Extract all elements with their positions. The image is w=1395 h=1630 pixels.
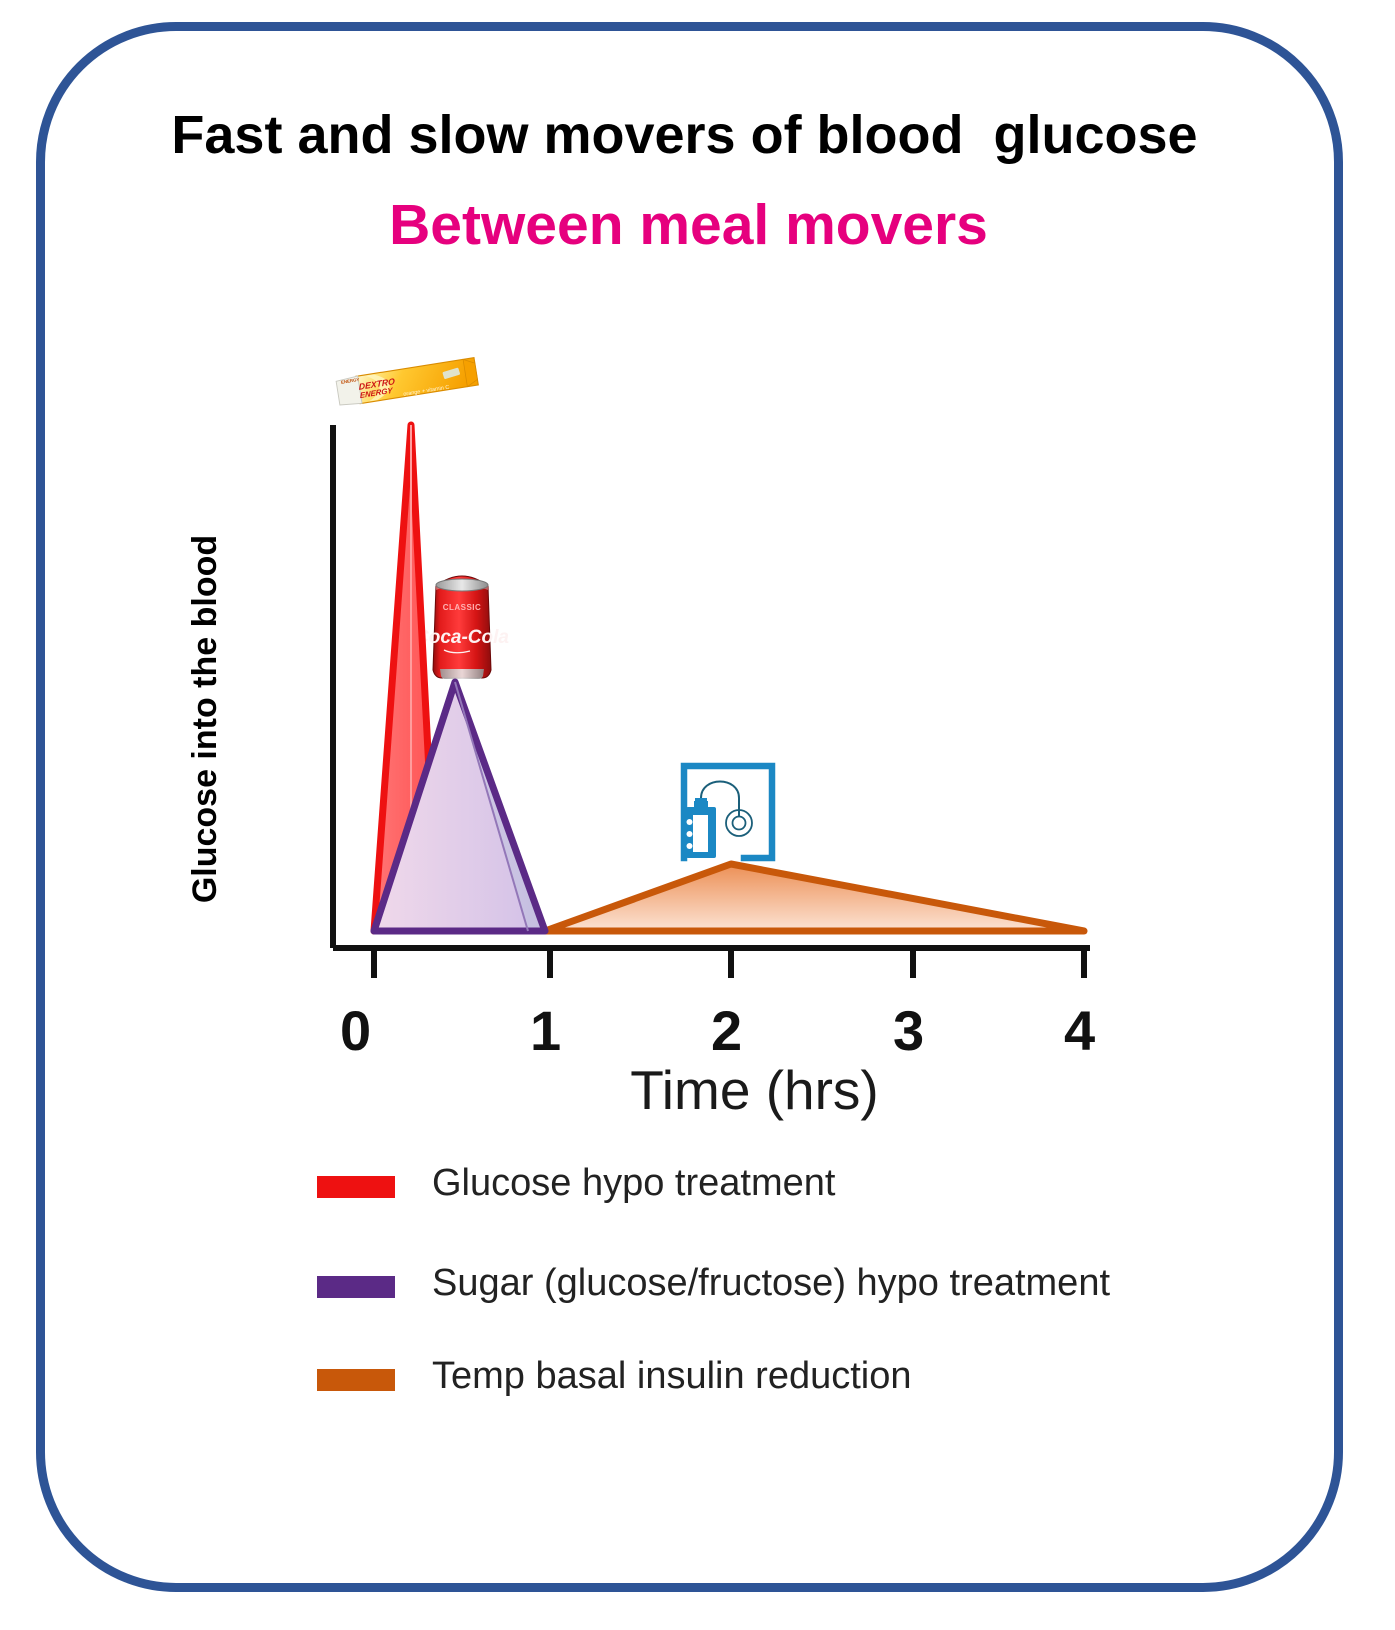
svg-text:2: 2	[711, 999, 742, 1062]
svg-text:0: 0	[340, 999, 371, 1062]
svg-text:CLASSIC: CLASSIC	[443, 603, 482, 612]
svg-text:1: 1	[530, 999, 561, 1062]
svg-text:3: 3	[893, 999, 924, 1062]
svg-text:Coca-Cola: Coca-Cola	[415, 627, 509, 648]
svg-text:4: 4	[1064, 999, 1095, 1062]
